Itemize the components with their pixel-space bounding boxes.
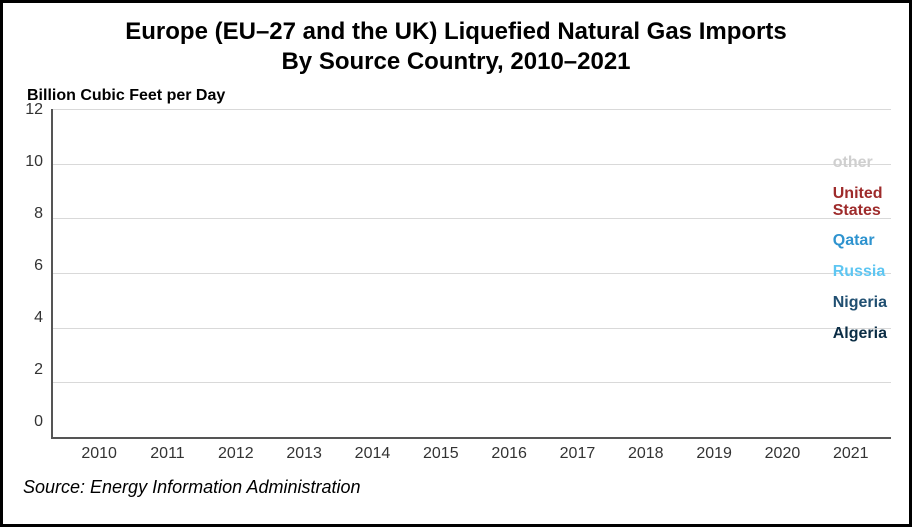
x-tick-label: 2013 bbox=[280, 445, 328, 463]
chart-title-line1: Europe (EU–27 and the UK) Liquefied Natu… bbox=[21, 17, 891, 47]
plot-area bbox=[51, 109, 891, 439]
x-tick-label: 2019 bbox=[690, 445, 738, 463]
y-tick-label: 6 bbox=[34, 257, 43, 275]
x-tick-label: 2010 bbox=[75, 445, 123, 463]
legend-item-other: other bbox=[833, 155, 887, 172]
x-tick-label: 2015 bbox=[417, 445, 465, 463]
legend-item-algeria: Algeria bbox=[833, 326, 887, 343]
x-axis: 2010 2011 2012 2013 2014 2015 2016 2017 2018 2019… bbox=[59, 439, 891, 463]
x-tick-label: 2011 bbox=[143, 445, 191, 463]
source-label: Source: Energy Information Administratio… bbox=[23, 477, 891, 498]
chart-frame: Europe (EU–27 and the UK) Liquefied Natu… bbox=[0, 0, 912, 527]
chart-title-line2: By Source Country, 2010–2021 bbox=[21, 47, 891, 77]
y-tick-label: 2 bbox=[34, 361, 43, 379]
legend-item-nigeria: Nigeria bbox=[833, 295, 887, 312]
x-tick-label: 2018 bbox=[622, 445, 670, 463]
bars-container bbox=[53, 109, 891, 437]
legend-item-qatar: Qatar bbox=[833, 233, 887, 250]
chart-area: 121086420 bbox=[21, 109, 891, 439]
y-axis: 12 10 8 6 4 2 0 bbox=[21, 101, 51, 431]
chart-title: Europe (EU–27 and the UK) Liquefied Natu… bbox=[21, 17, 891, 77]
x-tick-label: 2020 bbox=[758, 445, 806, 463]
x-tick-label: 2017 bbox=[553, 445, 601, 463]
legend: other United States Qatar Russia Nigeria Alge… bbox=[833, 155, 887, 343]
y-axis-label: Billion Cubic Feet per Day bbox=[27, 87, 891, 105]
legend-item-russia: Russia bbox=[833, 264, 887, 281]
legend-item-united-states: United States bbox=[833, 186, 887, 220]
y-tick-label: 0 bbox=[34, 413, 43, 431]
x-tick-label: 2014 bbox=[348, 445, 396, 463]
y-tick-label: 10 bbox=[25, 153, 43, 171]
x-tick-label: 2021 bbox=[827, 445, 875, 463]
y-tick-label: 4 bbox=[34, 309, 43, 327]
x-tick-label: 2012 bbox=[212, 445, 260, 463]
y-tick-label: 12 bbox=[25, 101, 43, 119]
y-tick-label: 8 bbox=[34, 205, 43, 223]
x-tick-label: 2016 bbox=[485, 445, 533, 463]
